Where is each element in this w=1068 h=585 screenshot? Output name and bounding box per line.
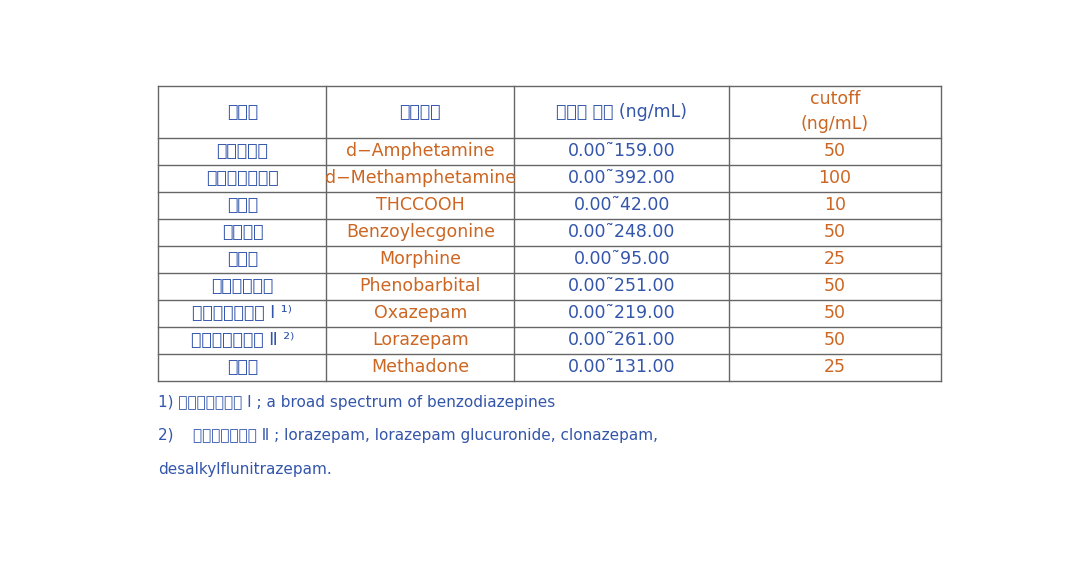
Text: 기준물질: 기준물질 [399, 103, 441, 121]
Text: 벤조디아제핀류 Ⅱ ²⁾: 벤조디아제핀류 Ⅱ ²⁾ [191, 332, 294, 349]
Text: Phenobarbital: Phenobarbital [360, 277, 481, 295]
Text: 0.00˜392.00: 0.00˜392.00 [568, 169, 676, 187]
Text: THCCOOH: THCCOOH [376, 197, 465, 214]
Text: Benzoylecgonine: Benzoylecgonine [346, 223, 494, 242]
Text: 0.00˜131.00: 0.00˜131.00 [568, 359, 676, 377]
Text: 벤조디아제핀류 Ⅰ ¹⁾: 벤조디아제핀류 Ⅰ ¹⁾ [192, 304, 293, 322]
Text: d−Amphetamine: d−Amphetamine [346, 142, 494, 160]
Text: 바르비탈산류: 바르비탈산류 [211, 277, 273, 295]
Text: 50: 50 [823, 332, 846, 349]
Text: 0.00˜261.00: 0.00˜261.00 [568, 332, 676, 349]
Text: Lorazepam: Lorazepam [372, 332, 469, 349]
Text: cutoff: cutoff [810, 90, 860, 108]
Text: 0.00˜219.00: 0.00˜219.00 [568, 304, 676, 322]
Text: 2)    벤조디아제핀류 Ⅱ ; lorazepam, lorazepam glucuronide, clonazepam,: 2) 벤조디아제핀류 Ⅱ ; lorazepam, lorazepam gluc… [158, 428, 658, 443]
Text: 대마류: 대마류 [226, 197, 258, 214]
Text: Oxazepam: Oxazepam [374, 304, 467, 322]
Text: 검량선 범위 (ng/mL): 검량선 범위 (ng/mL) [556, 103, 688, 121]
Text: 25: 25 [823, 359, 846, 377]
Text: 마약류: 마약류 [226, 103, 258, 121]
Text: 0.00˜95.00: 0.00˜95.00 [574, 250, 670, 269]
Text: 아편류: 아편류 [226, 250, 258, 269]
Text: 메스암페타민류: 메스암페타민류 [206, 169, 279, 187]
Text: 10: 10 [823, 197, 846, 214]
Text: (ng/mL): (ng/mL) [801, 115, 869, 133]
Text: 메사돈: 메사돈 [226, 359, 258, 377]
Text: 0.00˜251.00: 0.00˜251.00 [568, 277, 676, 295]
Text: 50: 50 [823, 277, 846, 295]
Text: 25: 25 [823, 250, 846, 269]
Text: 0.00˜42.00: 0.00˜42.00 [574, 197, 670, 214]
Text: 코카인류: 코카인류 [222, 223, 263, 242]
Text: 1) 벤조디아제핀류 Ⅰ ; a broad spectrum of benzodiazepines: 1) 벤조디아제핀류 Ⅰ ; a broad spectrum of benzo… [158, 394, 555, 409]
Text: d−Methamphetamine: d−Methamphetamine [325, 169, 516, 187]
Text: desalkylflunitrazepam.: desalkylflunitrazepam. [158, 462, 332, 477]
Text: 0.00˜248.00: 0.00˜248.00 [568, 223, 675, 242]
Text: Morphine: Morphine [379, 250, 461, 269]
Text: Methadone: Methadone [372, 359, 470, 377]
Text: 100: 100 [818, 169, 851, 187]
Text: 50: 50 [823, 304, 846, 322]
Text: 50: 50 [823, 223, 846, 242]
Text: 0.00˜159.00: 0.00˜159.00 [568, 142, 676, 160]
Text: 암페타민류: 암페타민류 [217, 142, 268, 160]
Text: 50: 50 [823, 142, 846, 160]
